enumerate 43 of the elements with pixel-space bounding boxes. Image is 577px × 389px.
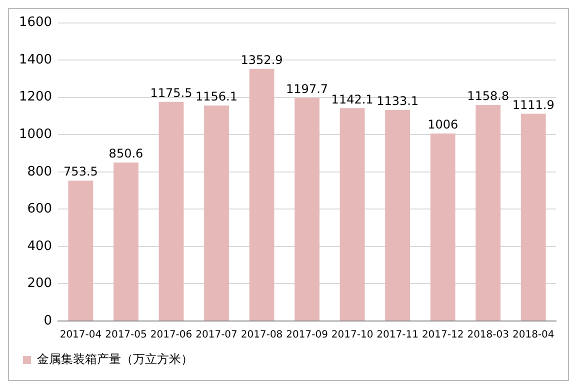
bar: [520, 114, 546, 320]
legend-label: 金属集装箱产量（万立方米）: [37, 352, 193, 366]
x-tick-label: 2017-04: [60, 330, 102, 341]
x-tick-label: 2017-05: [105, 330, 147, 341]
data-label: 1156.1: [196, 90, 238, 104]
data-label: 1352.9: [240, 52, 283, 67]
x-tick-label: 2017-06: [150, 330, 192, 341]
y-tick-label: 400: [27, 238, 52, 254]
bar: [294, 98, 320, 320]
y-tick-label: 200: [27, 276, 52, 292]
data-label: 1006: [428, 118, 458, 132]
data-label: 1111.9: [512, 98, 554, 112]
bar: [114, 162, 138, 320]
data-label: 1133.1: [376, 94, 419, 108]
y-tick-label: 1600: [18, 15, 52, 30]
x-tick-label: 2017-10: [331, 330, 374, 341]
x-tick-label: 2017-11: [376, 330, 418, 341]
y-tick-label: 0: [44, 313, 52, 328]
data-label: 1142.1: [331, 92, 374, 106]
data-label: 1158.8: [467, 89, 510, 104]
bar: [249, 68, 274, 320]
y-tick-label: 600: [27, 202, 52, 217]
y-tick-label: 1000: [18, 127, 52, 142]
y-tick-label: 1200: [18, 90, 52, 105]
data-label: 850.6: [108, 146, 144, 161]
x-tick-label: 2017-09: [286, 330, 328, 341]
bar: [430, 134, 456, 320]
bar: [158, 102, 184, 320]
data-label: 1197.7: [286, 82, 328, 96]
bar: [204, 106, 229, 320]
bar: [340, 108, 365, 320]
bar: [476, 105, 501, 320]
bar: [385, 110, 410, 320]
y-tick-label: 800: [27, 164, 52, 180]
x-tick-label: 2017-07: [196, 330, 238, 341]
x-tick-label: 2018-04: [512, 330, 554, 341]
x-tick-label: 2017-08: [240, 330, 283, 341]
data-label: 1175.5: [150, 86, 192, 100]
y-tick-label: 1400: [18, 52, 52, 68]
x-tick-label: 2018-03: [467, 330, 509, 341]
x-tick-label: 2017-12: [422, 330, 464, 341]
data-label: 753.5: [64, 164, 98, 179]
bar: [68, 180, 94, 320]
